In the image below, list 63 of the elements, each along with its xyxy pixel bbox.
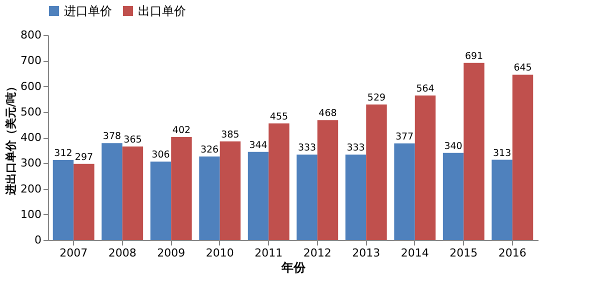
data-label: 312 — [54, 148, 72, 160]
bar — [74, 164, 94, 240]
data-label: 333 — [298, 142, 316, 154]
y-tick-label: 0 — [34, 234, 42, 246]
data-label: 333 — [346, 142, 365, 154]
bar — [492, 160, 512, 240]
x-tick-label: 2012 — [303, 246, 332, 260]
y-tick-label: 400 — [20, 131, 42, 144]
x-tick-label: 2016 — [498, 246, 526, 260]
data-label: 326 — [200, 144, 219, 156]
data-label: 529 — [367, 92, 386, 104]
data-label: 340 — [444, 140, 462, 152]
bar — [317, 120, 338, 240]
data-label: 377 — [395, 131, 414, 142]
bar — [102, 143, 122, 240]
bar — [394, 143, 415, 240]
data-label: 455 — [270, 111, 288, 122]
bar — [296, 154, 318, 240]
legend-label: 进口单价 — [64, 4, 112, 18]
bar — [414, 95, 436, 240]
bar — [199, 156, 220, 240]
bar — [512, 74, 534, 240]
y-axis-title: 进出口单价（美元/吨） — [4, 80, 18, 196]
x-tick-label: 2010 — [206, 246, 234, 260]
data-label: 402 — [172, 124, 191, 136]
x-tick-label: 2013 — [352, 246, 380, 260]
data-label: 564 — [416, 83, 434, 94]
x-tick-label: 2014 — [400, 246, 429, 260]
bar — [366, 104, 387, 240]
data-label: 378 — [102, 131, 122, 142]
bar — [171, 136, 192, 240]
data-label: 344 — [249, 140, 268, 151]
data-label: 313 — [492, 148, 512, 159]
x-tick-label: 2008 — [108, 246, 136, 260]
y-tick-label: 800 — [20, 28, 42, 42]
bar — [345, 154, 366, 240]
bar — [248, 152, 269, 240]
bar — [464, 62, 484, 240]
y-tick-label: 600 — [20, 80, 42, 93]
x-axis-title: 年份 — [280, 260, 306, 274]
y-tick-label: 200 — [20, 182, 42, 196]
bar — [52, 160, 74, 240]
bar — [442, 152, 464, 240]
x-tick-label: 2011 — [254, 246, 283, 260]
data-label: 468 — [318, 108, 337, 120]
bar — [150, 162, 172, 240]
y-tick-label: 500 — [20, 105, 42, 118]
data-label: 385 — [221, 129, 240, 140]
data-label: 645 — [514, 62, 532, 74]
data-label: 365 — [124, 134, 142, 146]
bar — [122, 146, 144, 240]
bar — [220, 141, 241, 240]
data-label: 306 — [152, 150, 170, 161]
y-tick-label: 300 — [20, 156, 42, 170]
x-tick-label: 2007 — [60, 246, 88, 260]
data-label: 297 — [74, 152, 94, 163]
data-label: 691 — [464, 50, 484, 62]
x-tick-label: 2009 — [157, 246, 186, 260]
bar — [268, 123, 290, 240]
y-tick-label: 700 — [20, 54, 42, 68]
x-tick-label: 2015 — [450, 246, 478, 260]
legend-label: 出口单价 — [138, 4, 186, 18]
y-tick-label: 100 — [20, 208, 42, 221]
